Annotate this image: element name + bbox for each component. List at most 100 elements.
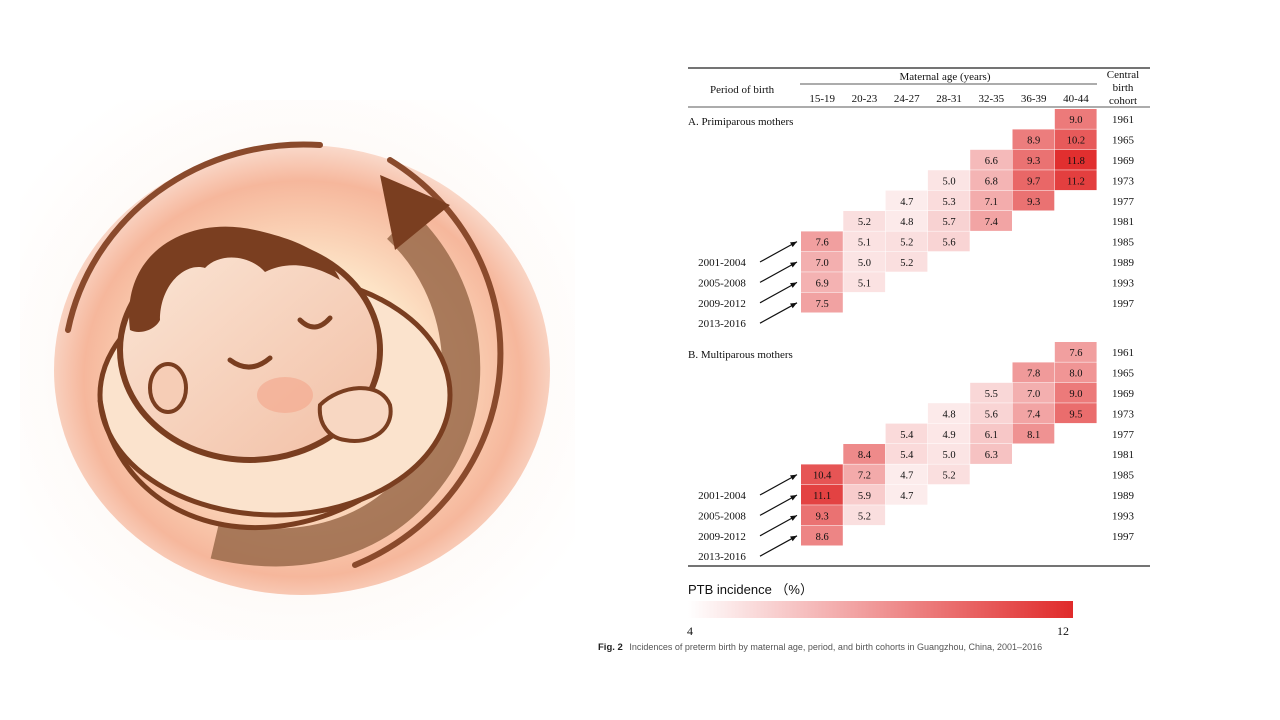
age-group-labels: 15-19 20-23 24-27 28-31 32-35 36-39 40-44 bbox=[809, 93, 1089, 105]
heatmap-cell-value: 5.5 bbox=[985, 389, 998, 400]
heatmap-cell-value: 7.4 bbox=[1027, 409, 1041, 420]
heatmap-cell-value: 11.8 bbox=[1067, 156, 1085, 167]
heatmap-cell-value: 5.2 bbox=[942, 471, 955, 482]
arrow-head-icon bbox=[790, 241, 797, 248]
cohort-label: 1981 bbox=[1112, 449, 1134, 461]
heatmap-cell bbox=[801, 505, 843, 526]
heatmap-cell bbox=[1012, 423, 1055, 444]
heatmap-cell bbox=[1012, 190, 1055, 211]
cohort-label: 1965 bbox=[1112, 368, 1135, 380]
heatmap-cell-value: 6.3 bbox=[985, 450, 998, 461]
heatmap-cell bbox=[1012, 362, 1055, 383]
panel-a-title: A. Primiparous mothers bbox=[688, 116, 793, 128]
period-header: Period of birth bbox=[710, 84, 775, 96]
heatmap-cell-value: 5.6 bbox=[942, 238, 955, 249]
baby-hand bbox=[317, 386, 393, 443]
cohort-label: 1961 bbox=[1112, 114, 1134, 126]
period-arrow bbox=[759, 494, 798, 516]
cohort-label: 1969 bbox=[1112, 155, 1135, 167]
heatmap-cell bbox=[1054, 342, 1097, 362]
cohort-labels: 1961 1965 1969 1973 1977 1981 1985 1989 1993 1997… bbox=[1112, 114, 1135, 543]
heatmap-cell-value: 9.3 bbox=[1027, 197, 1040, 208]
period-arrow bbox=[759, 241, 798, 263]
heatmap-cell bbox=[843, 251, 886, 272]
heatmap-cell bbox=[1054, 109, 1097, 129]
heatmap-cell-value: 5.2 bbox=[900, 258, 913, 269]
period-label: 2013-2016 bbox=[698, 551, 746, 563]
heatmap-cell bbox=[1054, 129, 1097, 150]
period-labels: 2001-2004 2005-2008 2009-2012 2013-2016 2001… bbox=[698, 241, 798, 563]
heatmap-cell bbox=[1054, 382, 1097, 403]
heatmap-cell-value: 8.4 bbox=[858, 450, 872, 461]
cohort-label: 1961 bbox=[1112, 347, 1134, 359]
heatmap-cell bbox=[970, 403, 1012, 424]
heatmap-cell-value: 6.8 bbox=[985, 176, 998, 187]
heatmap-cell-value: 7.4 bbox=[985, 217, 999, 228]
heatmap-cell bbox=[843, 211, 886, 231]
heatmap-cell-value: 5.1 bbox=[858, 238, 871, 249]
heatmap-cell-value: 5.0 bbox=[858, 258, 871, 269]
heatmap-cell bbox=[1054, 403, 1097, 424]
heatmap-cell bbox=[927, 444, 970, 464]
arrow-head-icon bbox=[790, 515, 797, 521]
cohort-label: 1977 bbox=[1112, 196, 1135, 208]
cohort-label: 1993 bbox=[1112, 277, 1135, 289]
color-scale-min: 4 bbox=[687, 624, 693, 638]
cohort-label: 1985 bbox=[1112, 470, 1135, 482]
heatmap-cell bbox=[801, 484, 843, 505]
table-rules bbox=[688, 67, 1150, 567]
cohort-header-line1: Central bbox=[1107, 69, 1139, 81]
age-group-label: 20-23 bbox=[852, 93, 878, 105]
cohort-label: 1989 bbox=[1112, 490, 1135, 502]
heatmap-cell-value: 8.1 bbox=[1027, 430, 1040, 441]
heatmap-cell bbox=[801, 231, 843, 252]
age-group-label: 32-35 bbox=[979, 93, 1005, 105]
cohort-header-line2: birth bbox=[1113, 82, 1134, 94]
baby-hair bbox=[129, 226, 340, 332]
heatmap-cell bbox=[927, 211, 970, 231]
heatmap-cell bbox=[927, 170, 970, 191]
age-group-label: 28-31 bbox=[936, 93, 962, 105]
heatmap-cell bbox=[1012, 149, 1055, 170]
heatmap-cell-value: 5.4 bbox=[900, 450, 914, 461]
cohort-label: 1997 bbox=[1112, 531, 1135, 543]
heatmap-cell-value: 9.7 bbox=[1027, 176, 1040, 187]
heatmap-cell-value: 10.4 bbox=[813, 471, 832, 482]
heatmap-cell-value: 5.2 bbox=[858, 511, 871, 522]
heatmap-cell-value: 5.9 bbox=[858, 491, 871, 502]
heatmap-cell bbox=[843, 444, 886, 464]
period-arrow bbox=[759, 281, 798, 304]
heatmap-cell bbox=[927, 423, 970, 444]
heatmap-cell bbox=[970, 149, 1012, 170]
heatmap-cell bbox=[843, 505, 886, 526]
heatmap-cell-value: 11.2 bbox=[1067, 176, 1085, 187]
heatmap-cell bbox=[843, 231, 886, 252]
heatmap-cell-value: 5.2 bbox=[900, 238, 913, 249]
heatmap-cell-value: 9.0 bbox=[1069, 115, 1082, 126]
heatmap-cell bbox=[801, 251, 843, 272]
heatmap-cell-value: 9.0 bbox=[1069, 389, 1082, 400]
cohort-header-line3: cohort bbox=[1109, 95, 1137, 107]
heatmap-cell-value: 5.6 bbox=[985, 409, 998, 420]
heatmap-cell-value: 11.1 bbox=[813, 491, 831, 502]
heatmap-cell-value: 7.6 bbox=[816, 238, 829, 249]
figure-caption: Fig. 2 Incidences of preterm birth by ma… bbox=[598, 642, 1042, 653]
heatmap-cell-value: 5.0 bbox=[942, 176, 955, 187]
arrow-head-icon bbox=[380, 175, 450, 250]
heatmap-cell-value: 7.6 bbox=[1069, 348, 1082, 359]
cohort-label: 1981 bbox=[1112, 216, 1134, 228]
heatmap-cell bbox=[885, 444, 928, 464]
heatmap-cell-value: 4.8 bbox=[942, 409, 955, 420]
heatmap-cell bbox=[801, 525, 843, 546]
age-group-label: 36-39 bbox=[1021, 93, 1047, 105]
color-scale-max: 12 bbox=[1057, 624, 1069, 638]
heatmap-cell bbox=[927, 403, 970, 424]
period-label: 2001-2004 bbox=[698, 257, 746, 269]
period-label: 2013-2016 bbox=[698, 318, 746, 330]
heatmap-cell-value: 4.7 bbox=[900, 471, 913, 482]
heatmap-cell-value: 5.3 bbox=[942, 197, 955, 208]
closed-eye-left bbox=[227, 355, 273, 370]
heatmap-cell-value: 7.8 bbox=[1027, 369, 1040, 380]
heatmap-cell-value: 6.9 bbox=[816, 278, 829, 289]
heatmap-cell-value: 5.4 bbox=[900, 430, 914, 441]
